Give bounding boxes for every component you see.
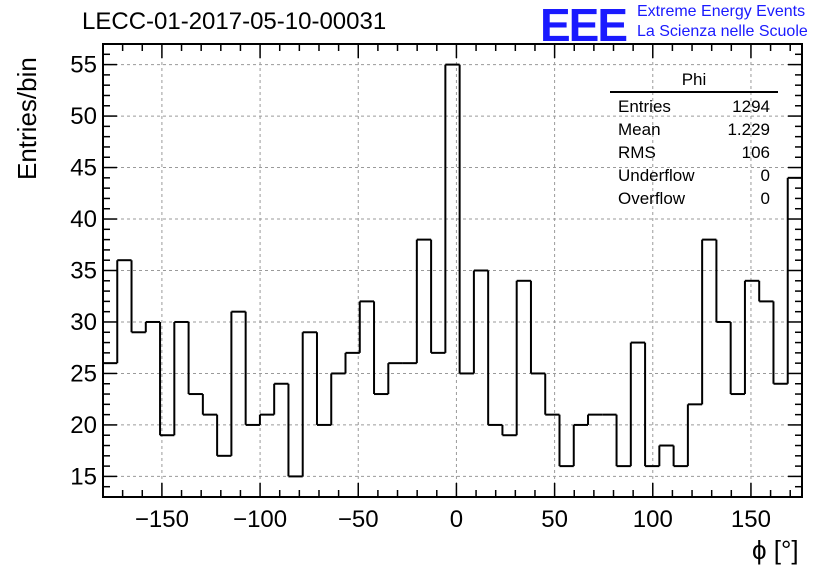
eee-logo: EEE [540, 0, 628, 51]
stats-row-overflow: Overflow 0 [610, 187, 778, 210]
stats-value: 1.229 [727, 120, 770, 139]
stats-row-rms: RMS 106 [610, 141, 778, 164]
stats-label: Mean [618, 120, 661, 139]
y-axis-label: Entries/bin [12, 57, 42, 180]
stats-box: Phi Entries 1294 Mean 1.229 RMS 106 Unde… [610, 70, 778, 210]
stats-label: Entries [618, 97, 671, 116]
y-tick-label: 50 [70, 103, 97, 130]
tick-labels: −150 −100 −50 0 50 100 150 15 20 25 30 35 40 45 50 55 [70, 52, 771, 533]
logo-caption: Extreme Energy Events La Scienza nelle S… [637, 2, 808, 42]
y-tick-label: 45 [70, 155, 97, 182]
stats-title: Phi [610, 70, 778, 93]
x-axis-label: ϕ [°] [752, 535, 799, 565]
y-tick-label: 25 [70, 360, 97, 387]
stats-label: RMS [618, 143, 656, 162]
logo-line-2: La Scienza nelle Scuole [637, 23, 808, 40]
stats-value: 106 [741, 143, 770, 162]
x-tick-label: 0 [450, 506, 463, 533]
histogram-series [103, 63, 802, 478]
stats-value: 0 [760, 189, 770, 208]
y-tick-label: 40 [70, 206, 97, 233]
y-tick-label: 30 [70, 309, 97, 336]
stats-row-underflow: Underflow 0 [610, 164, 778, 187]
y-tick-label: 55 [70, 52, 97, 79]
stats-row-entries: Entries 1294 [610, 95, 778, 118]
y-tick-label: 35 [70, 258, 97, 285]
x-tick-label: 150 [731, 506, 771, 533]
stats-label: Underflow [618, 166, 695, 185]
chart-title: LECC-01-2017-05-10-00031 [82, 8, 387, 35]
x-tick-label: −50 [338, 506, 379, 533]
y-tick-label: 15 [70, 463, 97, 490]
x-tick-label: 100 [633, 506, 673, 533]
x-tick-label: 50 [541, 506, 568, 533]
logo-line-1: Extreme Energy Events [637, 3, 806, 20]
stats-value: 1294 [732, 97, 770, 116]
y-tick-label: 20 [70, 412, 97, 439]
x-tick-label: −100 [233, 506, 287, 533]
axis-ticks [102, 44, 802, 497]
stats-label: Overflow [618, 189, 686, 208]
x-tick-label: −150 [135, 506, 189, 533]
stats-row-mean: Mean 1.229 [610, 118, 778, 141]
stats-value: 0 [760, 166, 770, 185]
